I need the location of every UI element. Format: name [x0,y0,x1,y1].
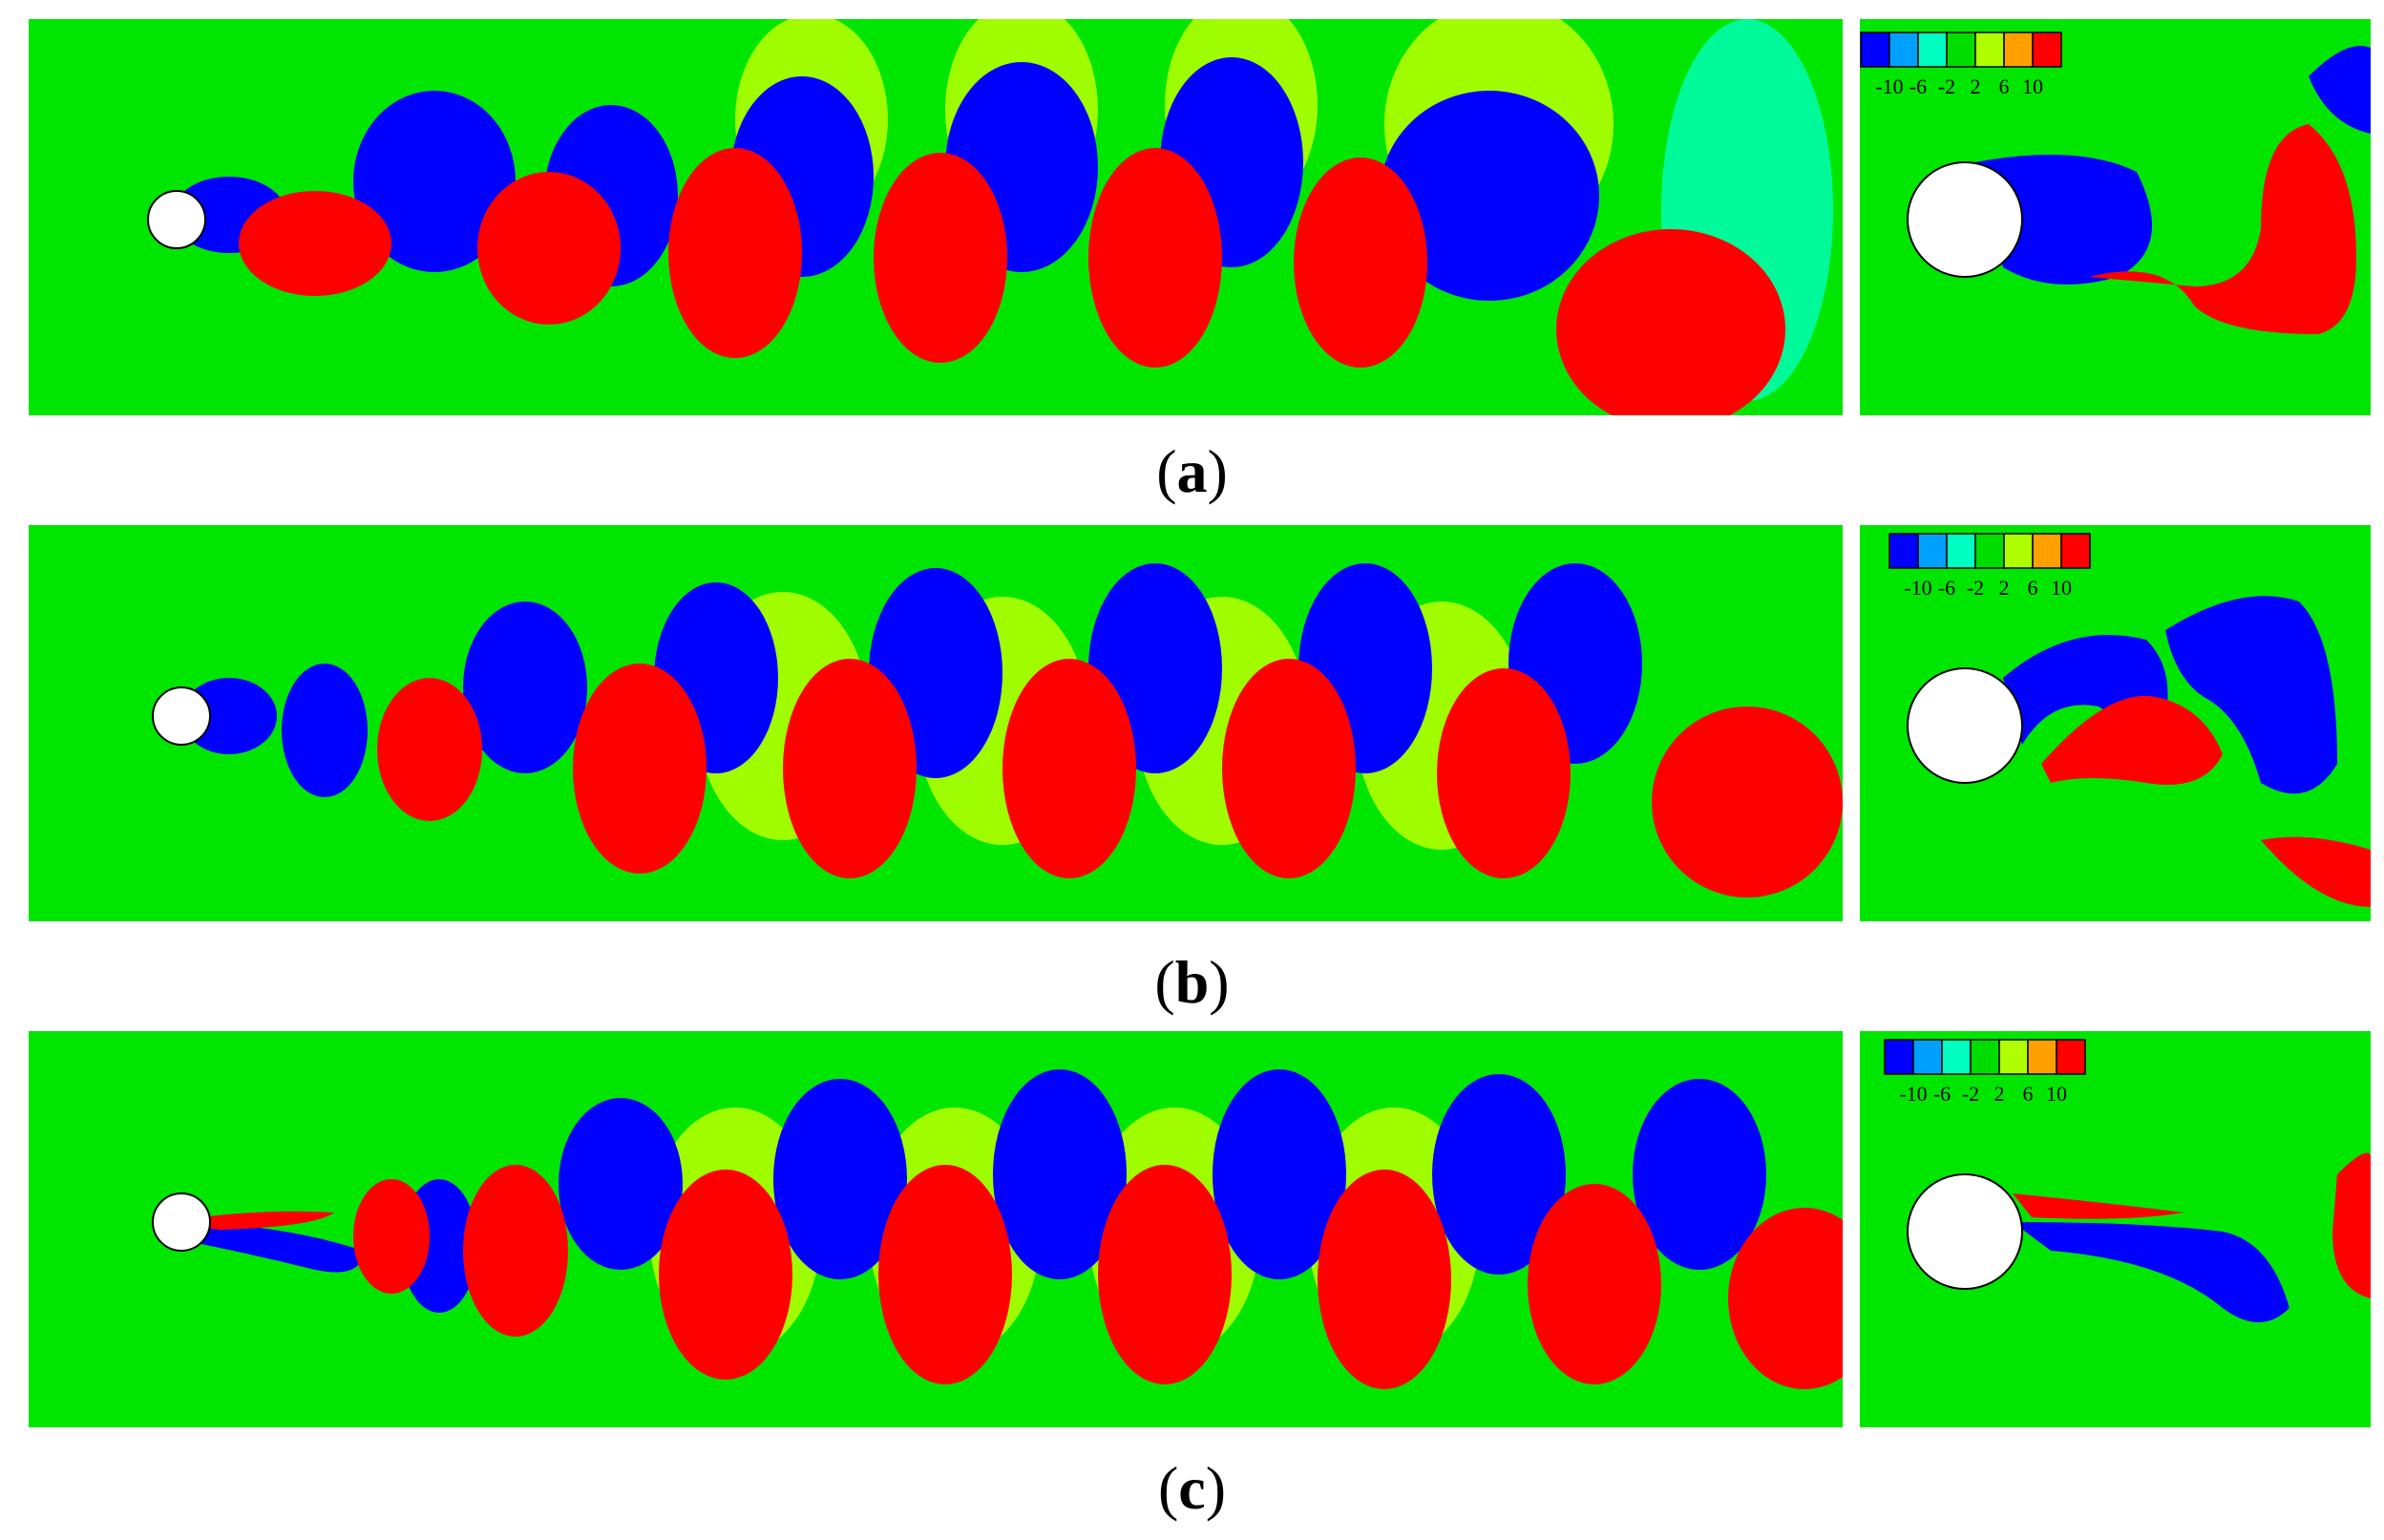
caption-b: (b) [1154,948,1230,1016]
colorbar-tick-label: -6 [1909,74,1927,98]
colorbar-swatch [2003,533,2034,569]
panel-b: -10 -6 -2 2 6 10 (b) [0,516,2384,1026]
vorticity-field-wide-b [29,525,1843,921]
colorbar-swatch [1888,32,1919,68]
vorticity-field-wide-c [29,1031,1843,1427]
caption-a: (a) [1156,437,1228,505]
colorbar-svg-a: -10 -6 -2 2 6 10 [1860,32,2062,98]
colorbar-tick-label: -6 [1933,1082,1951,1106]
colorbar-tick-label: 10 [2022,74,2043,98]
cylinder [147,190,206,249]
colorbar-swatch [1912,1039,1943,1075]
colorbar-swatch [1998,1039,2029,1075]
vorticity-field-zoom-b [1860,525,2371,921]
panel-c: -10 -6 -2 2 6 10 (c) [0,1026,2384,1540]
colorbar-tick-label: 2 [1999,576,2010,600]
vorticity-field-zoom-c [1860,1031,2371,1427]
colorbar-c: -10 -6 -2 2 6 10 [1881,1036,2129,1127]
colorbar-tick-label: -10 [1899,1082,1927,1106]
colorbar-tick-label: 6 [1999,74,2010,98]
colorbar-tick-label: 2 [1971,74,1981,98]
colorbar-swatch [1917,533,1948,569]
cylinder-zoom [1907,161,2023,278]
colorbar-swatch [1888,533,1919,569]
colorbar-a: -10 -6 -2 2 6 10 [1857,29,2105,119]
colorbar-b: -10 -6 -2 2 6 10 [1886,530,2134,621]
colorbar-tick-label: 10 [2046,1082,2067,1106]
colorbar-tick-label: 6 [2023,1082,2034,1106]
colorbar-tick-label: -6 [1938,576,1955,600]
cylinder [152,1192,211,1252]
colorbar-swatch [2003,32,2034,68]
colorbar-swatch [1974,32,2005,68]
colorbar-swatch [1860,32,1890,68]
colorbar-swatch [1970,1039,2000,1075]
colorbar-tick-label: -2 [1967,576,1984,600]
colorbar-swatch [1917,32,1948,68]
colorbar-swatch [2060,533,2091,569]
vorticity-field-zoom-a [1860,19,2371,415]
colorbar-swatch [2032,533,2062,569]
colorbar-tick-label: 10 [2051,576,2072,600]
colorbar-swatch [2056,1039,2086,1075]
colorbar-swatch [1946,32,1976,68]
caption-c: (c) [1157,1454,1227,1522]
colorbar-tick-label: -10 [1904,576,1931,600]
vorticity-field-wide-a [29,19,1843,415]
colorbar-svg-b: -10 -6 -2 2 6 10 [1888,533,2091,600]
colorbar-swatch [1974,533,2005,569]
cylinder-zoom [1907,667,2023,784]
cylinder-zoom [1907,1173,2023,1290]
colorbar-swatch [1941,1039,1972,1075]
colorbar-swatch [2032,32,2062,68]
colorbar-swatch [2027,1039,2057,1075]
colorbar-swatch [1946,533,1976,569]
colorbar-tick-label: -2 [1962,1082,1979,1106]
panel-a: -10 -6 -2 2 6 10 (a) [0,0,2384,516]
cylinder [152,686,211,746]
colorbar-tick-label: 6 [2028,576,2038,600]
colorbar-tick-label: 2 [1994,1082,2005,1106]
colorbar-tick-label: -10 [1875,74,1903,98]
colorbar-swatch [1884,1039,1914,1075]
colorbar-tick-label: -2 [1938,74,1955,98]
colorbar-svg-c: -10 -6 -2 2 6 10 [1884,1039,2086,1106]
